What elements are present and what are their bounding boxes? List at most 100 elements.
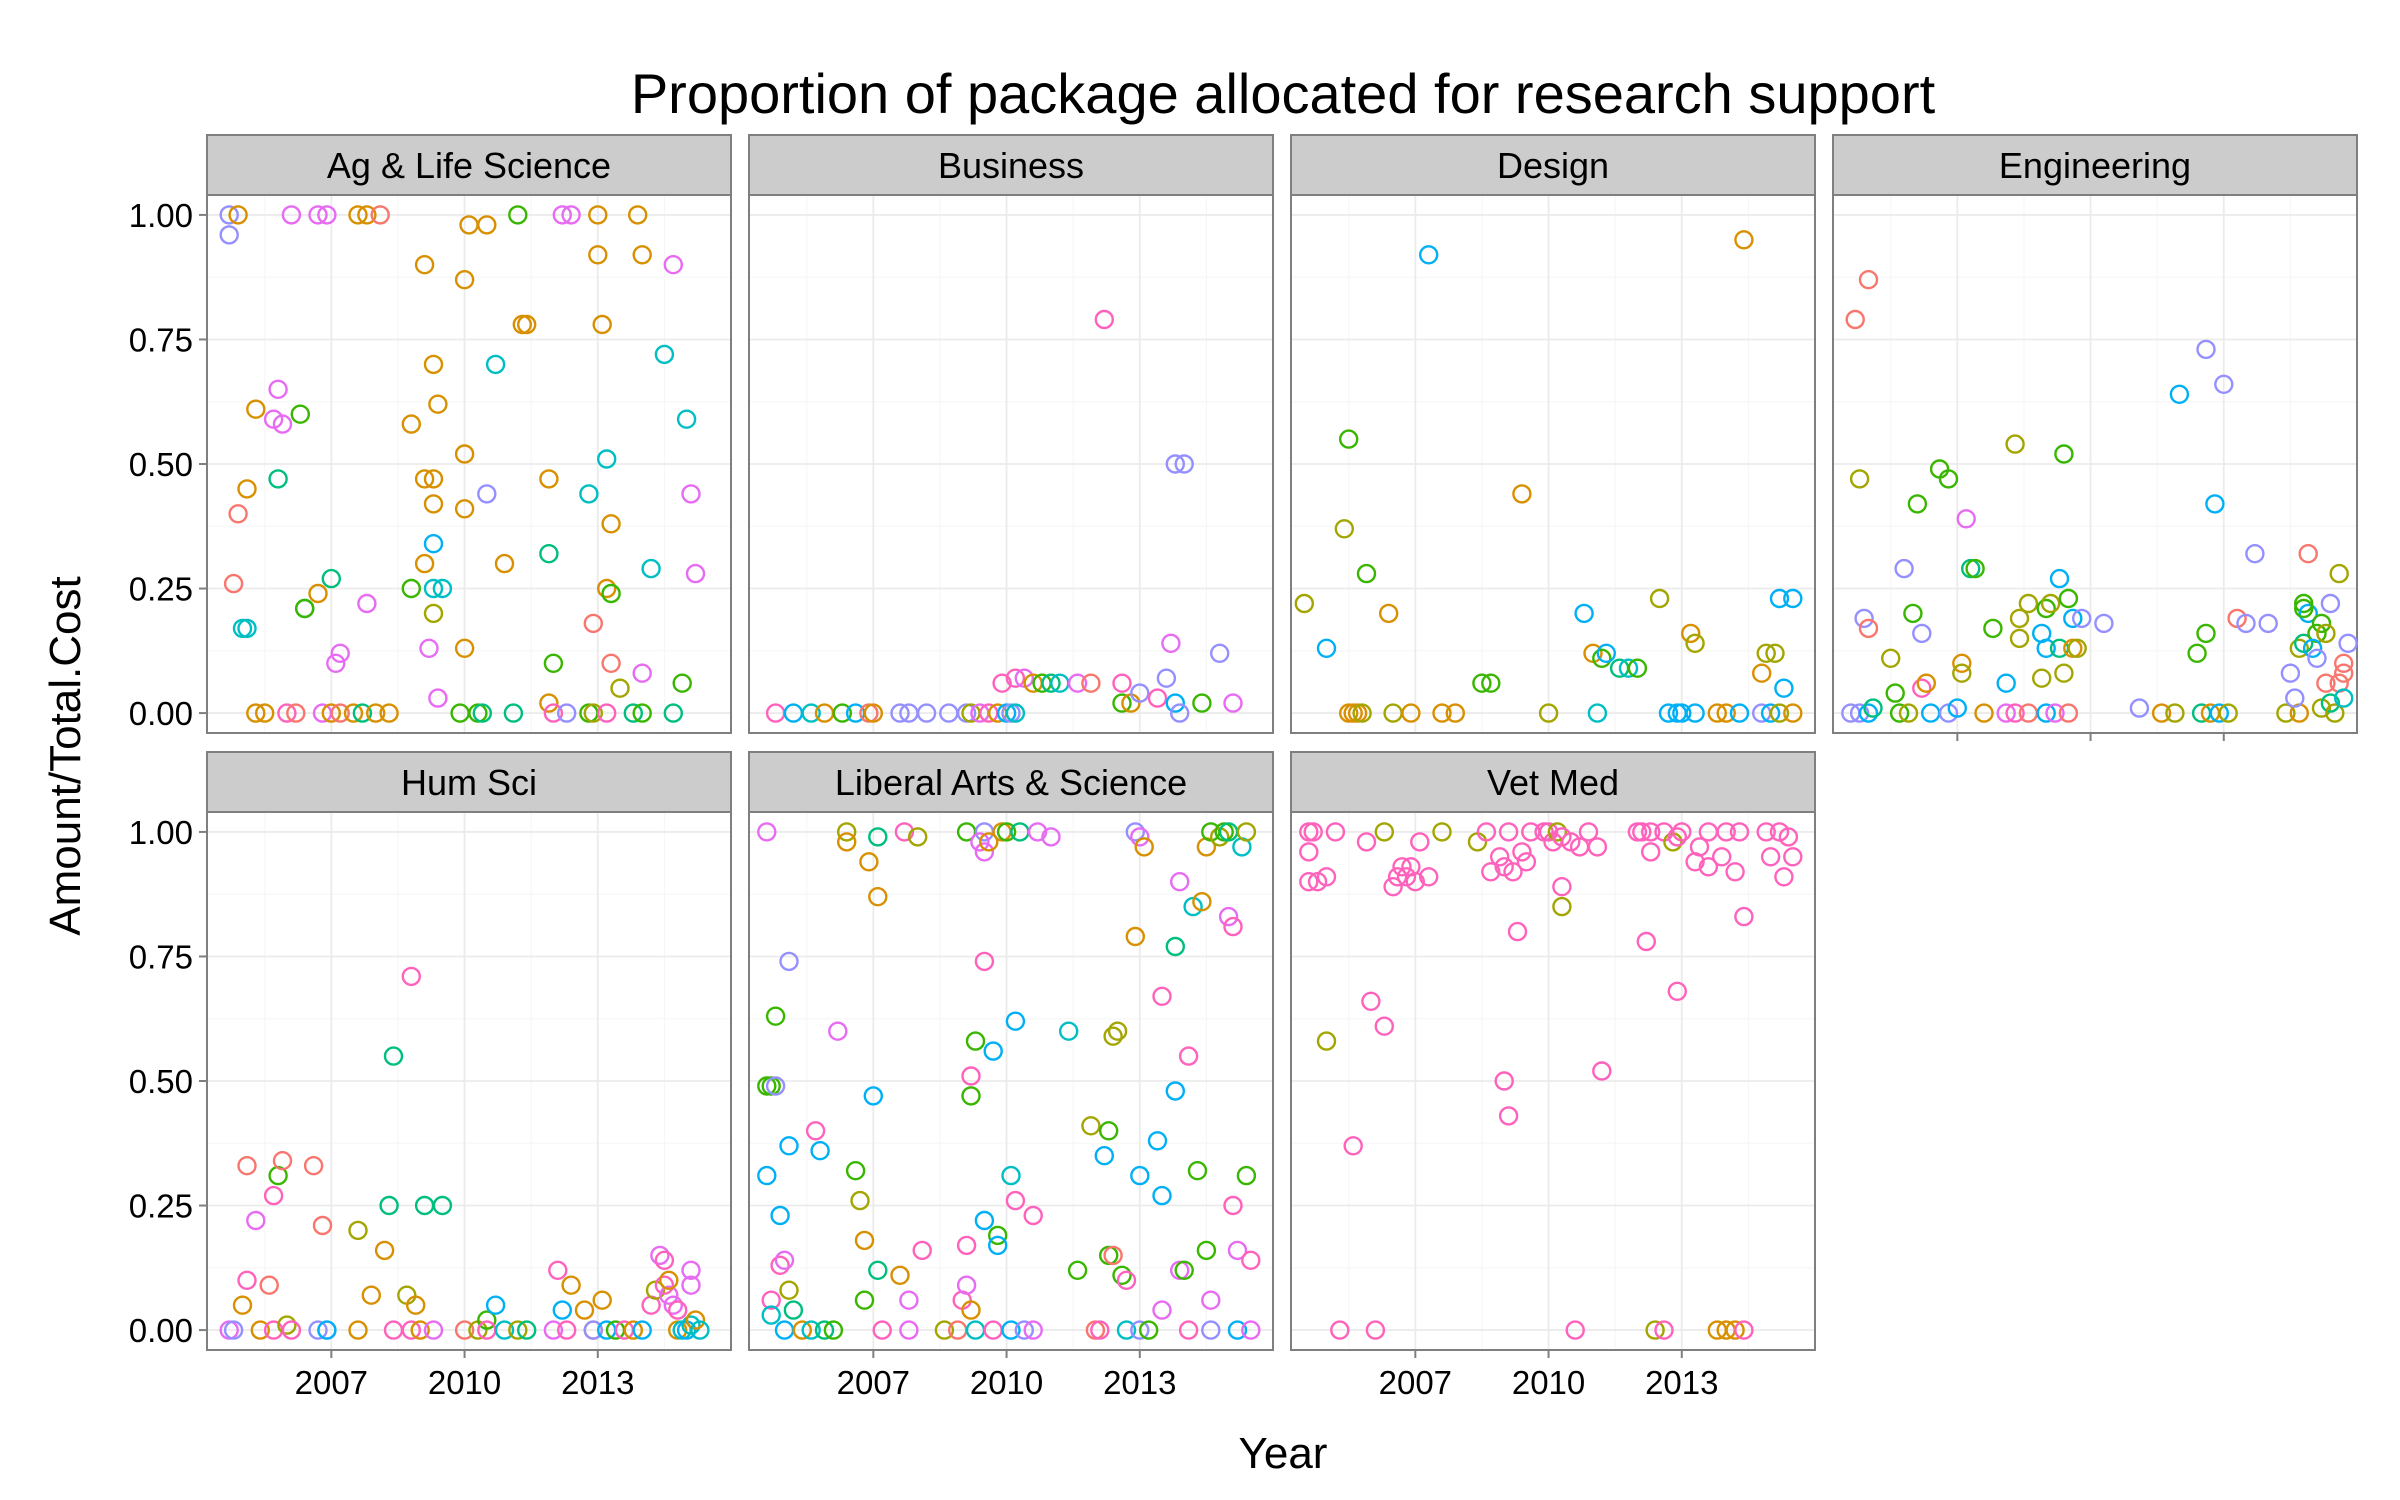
y-tick-label: 0.50 — [129, 446, 193, 483]
facet-panel: Vet Med 2007 2010 2013 — [1290, 751, 1816, 1401]
data-point — [1636, 931, 1657, 952]
data-point — [1854, 608, 1874, 629]
data-point — [1352, 703, 1372, 723]
data-point — [1947, 698, 1968, 718]
data-point — [654, 1250, 675, 1271]
data-point — [1223, 916, 1243, 937]
data-point — [650, 1245, 670, 1266]
data-point — [1907, 494, 1928, 514]
data-point — [2067, 638, 2087, 658]
data-point — [1090, 1320, 1110, 1340]
data-point — [543, 653, 564, 673]
data-point — [1130, 683, 1150, 703]
data-point — [601, 653, 621, 673]
data-point — [1161, 633, 1181, 653]
chart-title: Proportion of package allocated for rese… — [631, 62, 1936, 125]
data-point — [1894, 558, 1914, 579]
data-point — [1765, 643, 1785, 663]
facet-panel: Engineering — [1832, 134, 2358, 741]
data-point — [1103, 1245, 1123, 1266]
data-point — [1125, 926, 1146, 947]
data-point — [1218, 906, 1239, 927]
data-point — [281, 205, 302, 225]
data-point — [401, 578, 421, 599]
x-axis-title: Year — [1239, 1429, 1328, 1478]
data-point — [1774, 678, 1794, 698]
x-tick-label: 2013 — [561, 1364, 634, 1401]
facet-strip — [1290, 751, 1816, 813]
data-point — [908, 827, 928, 847]
data-point — [1014, 1320, 1035, 1340]
data-point — [2058, 703, 2079, 723]
data-point — [899, 1290, 919, 1310]
data-point — [601, 514, 621, 534]
data-point — [1756, 822, 1776, 842]
data-point — [2151, 703, 2172, 723]
data-point — [579, 484, 599, 504]
data-point — [485, 1295, 506, 1315]
data-point — [1769, 588, 1790, 609]
data-point — [1849, 469, 1870, 489]
data-point — [308, 583, 328, 604]
data-point — [1672, 822, 1692, 842]
data-point — [2018, 593, 2039, 614]
data-point — [374, 1240, 395, 1261]
data-point — [401, 414, 421, 434]
data-point — [1027, 822, 1048, 842]
data-point — [761, 1305, 781, 1325]
data-point — [668, 1300, 688, 1320]
data-point — [632, 245, 652, 265]
data-point — [779, 951, 799, 972]
data-point — [757, 1165, 777, 1186]
data-point — [592, 1290, 612, 1310]
data-point — [574, 1300, 595, 1320]
data-point — [1023, 1320, 1043, 1340]
data-point — [1130, 827, 1150, 847]
data-point — [1654, 1320, 1674, 1340]
data-point — [2009, 608, 2030, 629]
data-point — [2258, 613, 2278, 634]
data-point — [1112, 693, 1132, 713]
data-point — [1174, 454, 1194, 474]
data-point — [2245, 544, 2265, 564]
data-point — [1112, 1265, 1132, 1286]
data-point — [1005, 703, 1026, 723]
y-tick-label: 0.75 — [129, 938, 193, 975]
data-point — [956, 1235, 977, 1256]
data-point — [1227, 1320, 1248, 1340]
data-point — [1489, 847, 1510, 867]
data-point — [1956, 509, 1976, 529]
data-point — [1640, 842, 1661, 862]
data-point — [557, 703, 577, 723]
data-point — [1952, 663, 1972, 683]
data-point — [1552, 877, 1572, 897]
data-point — [223, 1320, 244, 1340]
data-point — [1343, 1136, 1363, 1156]
x-tick-label: 2007 — [837, 1364, 910, 1401]
data-point — [1041, 827, 1061, 847]
data-point — [419, 638, 439, 658]
data-point — [916, 703, 937, 723]
data-point — [2005, 434, 2025, 454]
x-tick-label: 2007 — [295, 1364, 368, 1401]
data-point — [956, 1275, 977, 1295]
data-point — [1640, 822, 1661, 842]
data-point — [295, 598, 315, 619]
data-point — [1774, 867, 1794, 887]
data-point — [623, 703, 643, 723]
data-point — [1418, 245, 1439, 265]
data-point — [1725, 1320, 1745, 1340]
data-point — [1294, 593, 1315, 614]
data-point — [2054, 663, 2074, 683]
data-point — [828, 1021, 848, 1041]
data-point — [432, 1195, 453, 1216]
data-point — [1094, 309, 1115, 330]
data-point — [1903, 603, 1923, 624]
data-point — [1938, 469, 1959, 489]
data-point — [1667, 981, 1688, 1001]
data-point — [1716, 703, 1736, 723]
data-point — [1316, 867, 1337, 887]
x-tick-label: 2013 — [1645, 1364, 1718, 1401]
data-point — [1645, 1320, 1665, 1340]
data-point — [592, 314, 612, 335]
